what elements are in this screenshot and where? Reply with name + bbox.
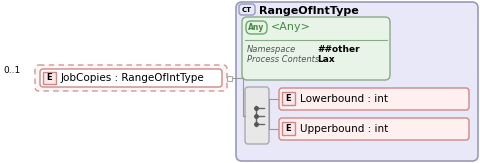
Text: Lowerbound : int: Lowerbound : int: [300, 94, 387, 104]
Text: Lax: Lax: [316, 55, 334, 65]
Text: ##other: ##other: [316, 44, 359, 53]
Text: Namespace: Namespace: [247, 44, 296, 53]
Text: E: E: [285, 94, 291, 103]
Text: E: E: [47, 74, 52, 82]
FancyBboxPatch shape: [40, 69, 222, 87]
FancyBboxPatch shape: [239, 4, 254, 15]
FancyBboxPatch shape: [241, 17, 389, 80]
Bar: [43, 72, 56, 84]
Text: Any: Any: [248, 23, 264, 32]
Text: JobCopies : RangeOfIntType: JobCopies : RangeOfIntType: [61, 73, 204, 83]
Text: 0..1: 0..1: [3, 66, 20, 75]
FancyBboxPatch shape: [245, 21, 266, 34]
Text: CT: CT: [241, 7, 252, 13]
Bar: [227, 75, 231, 81]
Text: Upperbound : int: Upperbound : int: [300, 124, 387, 134]
FancyBboxPatch shape: [35, 65, 227, 91]
FancyBboxPatch shape: [244, 87, 268, 144]
Bar: [281, 122, 294, 135]
Bar: [281, 92, 294, 105]
Text: E: E: [285, 124, 291, 133]
FancyBboxPatch shape: [236, 2, 477, 161]
Text: <Any>: <Any>: [270, 22, 310, 32]
FancyBboxPatch shape: [278, 118, 468, 140]
FancyBboxPatch shape: [278, 88, 468, 110]
Text: Process Contents: Process Contents: [247, 55, 319, 65]
Text: RangeOfIntType: RangeOfIntType: [258, 6, 358, 15]
